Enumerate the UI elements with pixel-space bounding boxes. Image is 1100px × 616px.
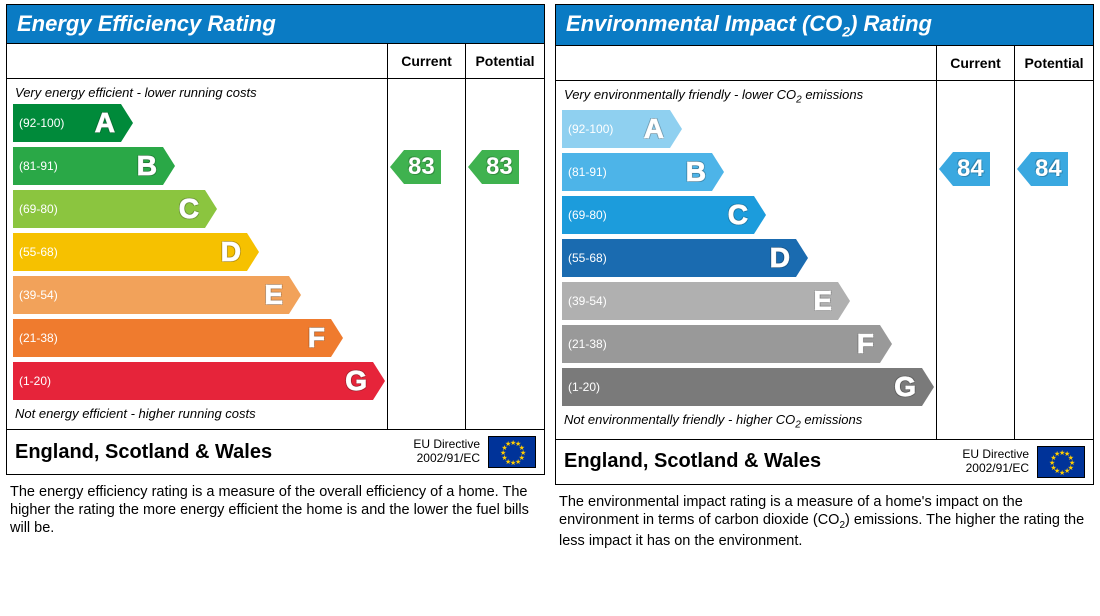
band-range: (39-54) <box>568 294 607 308</box>
header-row: CurrentPotential <box>7 44 544 78</box>
potential-value: 84 <box>1031 152 1068 186</box>
bands: (92-100) A (81-91) B (69-80) C (55-68) D (39-54)… <box>562 110 930 406</box>
current-column: 83 <box>388 79 466 429</box>
header-potential: Potential <box>466 44 544 78</box>
band-letter: C <box>179 193 199 225</box>
rating-table: CurrentPotential Very energy efficient - … <box>6 43 545 475</box>
band-range: (21-38) <box>568 337 607 351</box>
header-potential: Potential <box>1015 46 1093 80</box>
band-g: (1-20) G <box>13 362 373 400</box>
band-range: (21-38) <box>19 331 58 345</box>
band-g: (1-20) G <box>562 368 922 406</box>
band-letter: G <box>345 365 367 397</box>
header-current: Current <box>388 44 466 78</box>
band-letter: B <box>137 150 157 182</box>
band-range: (81-91) <box>568 165 607 179</box>
current-value: 83 <box>404 150 441 184</box>
header-left-spacer <box>556 46 937 80</box>
band-c: (69-80) C <box>13 190 205 228</box>
chart-row: Very environmentally friendly - lower CO… <box>556 80 1093 438</box>
band-letter: E <box>264 279 283 311</box>
footer-row: England, Scotland & Wales EU Directive200… <box>556 439 1093 484</box>
potential-column: 84 <box>1015 81 1093 438</box>
band-d: (55-68) D <box>562 239 796 277</box>
rating-table: CurrentPotential Very environmentally fri… <box>555 45 1094 484</box>
bottom-caption: Not energy efficient - higher running co… <box>15 406 381 421</box>
band-letter: D <box>770 242 790 274</box>
bands-area: Very energy efficient - lower running co… <box>7 79 388 429</box>
potential-value: 83 <box>482 150 519 184</box>
header-current: Current <box>937 46 1015 80</box>
band-letter: G <box>894 371 916 403</box>
band-f: (21-38) F <box>13 319 331 357</box>
potential-column: 83 <box>466 79 544 429</box>
panel-title: Energy Efficiency Rating <box>6 4 545 43</box>
bands-area: Very environmentally friendly - lower CO… <box>556 81 937 438</box>
band-range: (92-100) <box>568 122 613 136</box>
panel-title: Environmental Impact (CO2) Rating <box>555 4 1094 45</box>
band-letter: A <box>644 113 664 145</box>
band-letter: E <box>813 285 832 317</box>
current-column: 84 <box>937 81 1015 438</box>
energy-efficiency-panel: Energy Efficiency RatingCurrentPotential… <box>6 4 545 550</box>
band-b: (81-91) B <box>13 147 163 185</box>
band-range: (81-91) <box>19 159 58 173</box>
band-e: (39-54) E <box>562 282 838 320</box>
top-caption: Very environmentally friendly - lower CO… <box>564 87 930 106</box>
band-range: (1-20) <box>568 380 600 394</box>
potential-arrow: 84 <box>1017 152 1068 186</box>
band-range: (55-68) <box>568 251 607 265</box>
header-row: CurrentPotential <box>556 46 1093 80</box>
footer-directive: EU Directive2002/91/EC <box>962 448 1029 476</box>
current-arrow: 83 <box>390 150 441 184</box>
band-c: (69-80) C <box>562 196 754 234</box>
band-letter: F <box>857 328 874 360</box>
band-d: (55-68) D <box>13 233 247 271</box>
band-range: (1-20) <box>19 374 51 388</box>
bottom-caption: Not environmentally friendly - higher CO… <box>564 412 930 431</box>
chart-row: Very energy efficient - lower running co… <box>7 78 544 429</box>
band-range: (55-68) <box>19 245 58 259</box>
top-caption: Very energy efficient - lower running co… <box>15 85 381 100</box>
footer-region: England, Scotland & Wales <box>564 450 954 473</box>
band-range: (69-80) <box>19 202 58 216</box>
bands: (92-100) A (81-91) B (69-80) C (55-68) D (39-54)… <box>13 104 381 400</box>
environmental-impact-panel: Environmental Impact (CO2) RatingCurrent… <box>555 4 1094 550</box>
band-letter: A <box>95 107 115 139</box>
band-a: (92-100) A <box>13 104 121 142</box>
footer-directive: EU Directive2002/91/EC <box>413 438 480 466</box>
panel-description: The energy efficiency rating is a measur… <box>6 475 545 537</box>
band-a: (92-100) A <box>562 110 670 148</box>
band-f: (21-38) F <box>562 325 880 363</box>
eu-flag-icon: ★★★★★★★★★★★★ <box>488 436 536 468</box>
band-letter: F <box>308 322 325 354</box>
band-e: (39-54) E <box>13 276 289 314</box>
panel-description: The environmental impact rating is a mea… <box>555 485 1094 551</box>
current-value: 84 <box>953 152 990 186</box>
footer-row: England, Scotland & Wales EU Directive200… <box>7 429 544 474</box>
potential-arrow: 83 <box>468 150 519 184</box>
band-b: (81-91) B <box>562 153 712 191</box>
band-letter: C <box>728 199 748 231</box>
band-range: (39-54) <box>19 288 58 302</box>
header-left-spacer <box>7 44 388 78</box>
band-letter: B <box>686 156 706 188</box>
band-range: (69-80) <box>568 208 607 222</box>
eu-flag-icon: ★★★★★★★★★★★★ <box>1037 446 1085 478</box>
footer-region: England, Scotland & Wales <box>15 441 405 464</box>
band-letter: D <box>221 236 241 268</box>
current-arrow: 84 <box>939 152 990 186</box>
band-range: (92-100) <box>19 116 64 130</box>
